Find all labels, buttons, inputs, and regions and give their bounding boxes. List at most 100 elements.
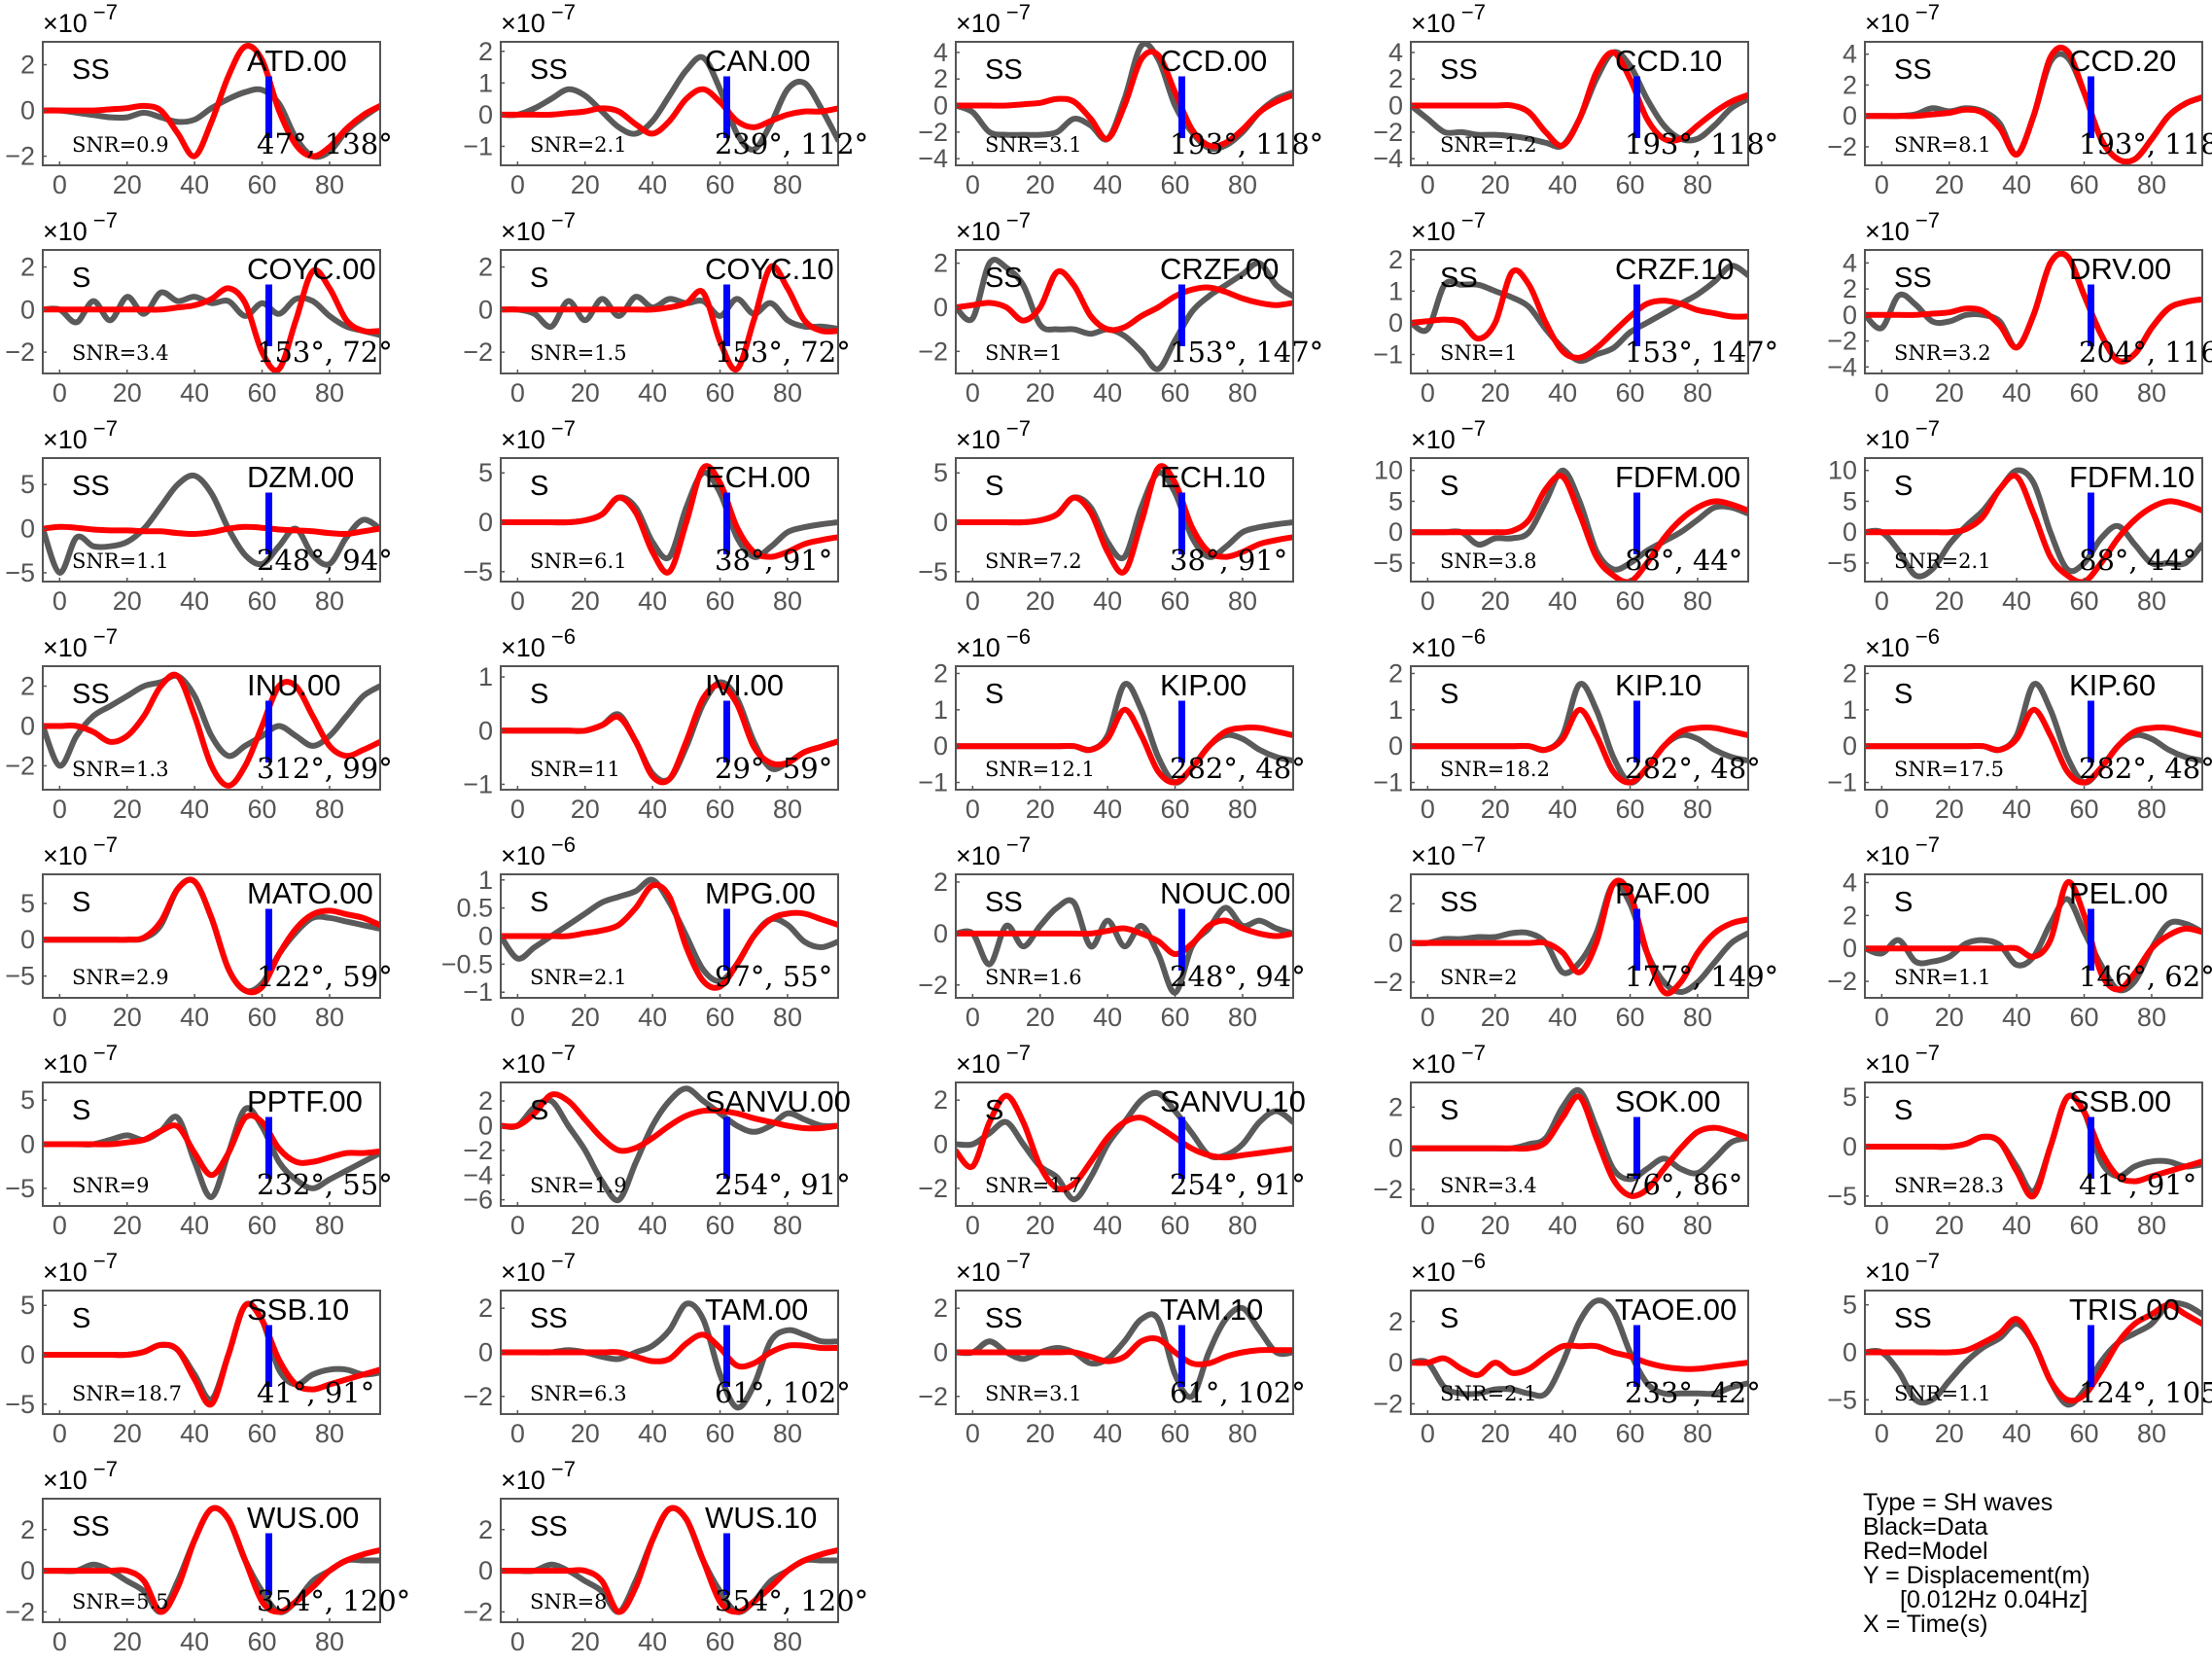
station-name: COYC.10: [705, 252, 834, 286]
x-tick-label: 80: [315, 1419, 344, 1448]
panel-paf-00: 0 20 40 60 80 −2 0 2 ×10 −7 SS PAF.00 SNR=2 177°, 14…: [1373, 832, 1778, 1032]
exponent-power: −7: [88, 416, 118, 441]
x-tick-label: 80: [1683, 586, 1712, 616]
snr-label: SNR=8: [530, 1590, 608, 1613]
x-tick-label: 40: [2002, 586, 2031, 616]
axes-box: [42, 41, 381, 166]
y-tick-label: −4: [1373, 144, 1403, 173]
x-tick-label: 60: [2070, 378, 2099, 407]
x-tick-label: 40: [180, 378, 209, 407]
y-tick-label: 0: [1843, 934, 1857, 963]
y-tick-label: 0: [933, 731, 948, 761]
station-name: IVI.00: [705, 668, 784, 702]
model-trace: [43, 43, 380, 159]
exponent-power: −7: [88, 1041, 118, 1065]
y-tick-label: 0: [20, 711, 35, 740]
y-tick-label: −2: [5, 142, 35, 171]
axes-box: [1410, 457, 1749, 583]
phase-label: SS: [1440, 887, 1478, 918]
y-tick-label: −5: [1827, 1385, 1857, 1414]
azimuth-label: 76°, 86°: [1625, 1168, 1742, 1201]
azimuth-label: 61°, 102°: [1170, 1376, 1306, 1409]
x-tick-label: 0: [1421, 1003, 1435, 1032]
x-tick-label: 0: [510, 586, 525, 616]
model-trace: [1865, 473, 2202, 582]
y-tick-label: 0: [1388, 1134, 1403, 1163]
y-tick-label: 2: [20, 253, 35, 282]
phase-label: S: [72, 887, 90, 918]
panel-tris-00: 0 20 40 60 80 −5 0 5 ×10 −7 SS TRIS.00 SNR=1.1 124°,…: [1827, 1249, 2212, 1448]
panel-tam-10: 0 20 40 60 80 −2 0 2 ×10 −7 SS TAM.10 SNR=3.1 61°, 1…: [918, 1249, 1306, 1448]
y-tick-label: 5: [478, 458, 493, 487]
x-tick-label: 80: [1228, 1211, 1257, 1240]
y-tick-label: 2: [1843, 658, 1857, 688]
legend-data: Black=Data: [1863, 1513, 1988, 1541]
y-tick-label: 0: [478, 508, 493, 537]
axes-box: [1864, 873, 2203, 999]
x-tick-label: 80: [2137, 170, 2166, 199]
snr-label: SNR=1.5: [530, 341, 627, 365]
x-tick-label: 20: [1481, 170, 1510, 199]
exponent-power: −7: [88, 0, 118, 24]
station-name: MATO.00: [247, 876, 373, 910]
x-tick-label: 20: [1026, 586, 1055, 616]
exponent-label: ×10 −7: [43, 1457, 118, 1495]
axes-box: [42, 1498, 381, 1623]
model-trace: [43, 1300, 380, 1408]
phase-label: S: [1894, 887, 1913, 918]
snr-label: SNR=1.9: [530, 1174, 627, 1197]
x-tick-label: 20: [113, 378, 142, 407]
azimuth-label: 282°, 48°: [1625, 752, 1761, 785]
x-tick-label: 80: [1228, 170, 1257, 199]
y-tick-label: 0: [933, 293, 948, 322]
x-tick-label: 80: [1683, 795, 1712, 824]
y-tick-label: 5: [20, 1291, 35, 1320]
snr-label: SNR=2.1: [530, 133, 627, 157]
y-tick-label: 4: [933, 38, 948, 67]
axes-box: [1410, 665, 1749, 791]
y-tick-label: 0: [20, 514, 35, 544]
y-tick-label: 0: [478, 922, 493, 951]
y-tick-label: 0: [1843, 301, 1857, 330]
panel-nouc-00: 0 20 40 60 80 −2 0 2 ×10 −7 SS NOUC.00 SNR=1.6 248°,…: [918, 832, 1306, 1032]
exponent-label: ×10 −7: [1411, 0, 1486, 38]
x-tick-label: 0: [1875, 1419, 1889, 1448]
exponent-label: ×10 −7: [501, 1457, 576, 1495]
exponent-label: ×10 −7: [501, 416, 576, 454]
x-tick-label: 60: [1616, 586, 1645, 616]
y-tick-label: −1: [463, 131, 493, 160]
x-tick-label: 40: [1548, 378, 1577, 407]
axes-box: [1410, 1081, 1749, 1207]
exponent-power: −7: [545, 208, 576, 232]
model-trace: [43, 523, 380, 538]
axes-box: [1864, 1081, 2203, 1207]
panel-ssb-00: 0 20 40 60 80 −5 0 5 ×10 −7 S SSB.00 SNR=28.3 41°, 9…: [1827, 1041, 2203, 1240]
y-tick-label: 0: [1388, 929, 1403, 958]
x-tick-label: 0: [510, 795, 525, 824]
y-tick-label: 0: [933, 1130, 948, 1159]
model-trace: [956, 267, 1293, 334]
x-tick-label: 20: [1026, 1003, 1055, 1032]
x-tick-label: 60: [1161, 378, 1190, 407]
exponent-power: −6: [1910, 624, 1940, 649]
exponent-label: ×10 −7: [43, 624, 118, 662]
x-tick-label: 60: [706, 378, 735, 407]
x-tick-label: 20: [113, 586, 142, 616]
exponent-power: −7: [88, 832, 118, 857]
panel-kip-10: 0 20 40 60 80 −1 0 1 2 ×10 −6 S KIP.10 SNR=18.2 282°,…: [1373, 624, 1761, 824]
x-tick-label: 0: [966, 1211, 980, 1240]
x-tick-label: 20: [1026, 378, 1055, 407]
y-tick-label: −5: [1373, 549, 1403, 578]
azimuth-label: 38°, 91°: [1170, 544, 1287, 577]
exponent-power: −7: [1456, 0, 1486, 24]
x-tick-label: 40: [1093, 378, 1122, 407]
x-tick-label: 0: [1875, 378, 1889, 407]
exponent-power: −6: [545, 624, 576, 649]
panel-tam-00: 0 20 40 60 80 −2 0 2 ×10 −7 SS TAM.00 SNR=6.3 61°, 1…: [463, 1249, 851, 1448]
legend-x-axis: X = Time(s): [1863, 1611, 1988, 1638]
x-tick-label: 60: [2070, 170, 2099, 199]
exponent-power: −6: [1001, 624, 1031, 649]
phase-label: SS: [530, 1303, 568, 1334]
